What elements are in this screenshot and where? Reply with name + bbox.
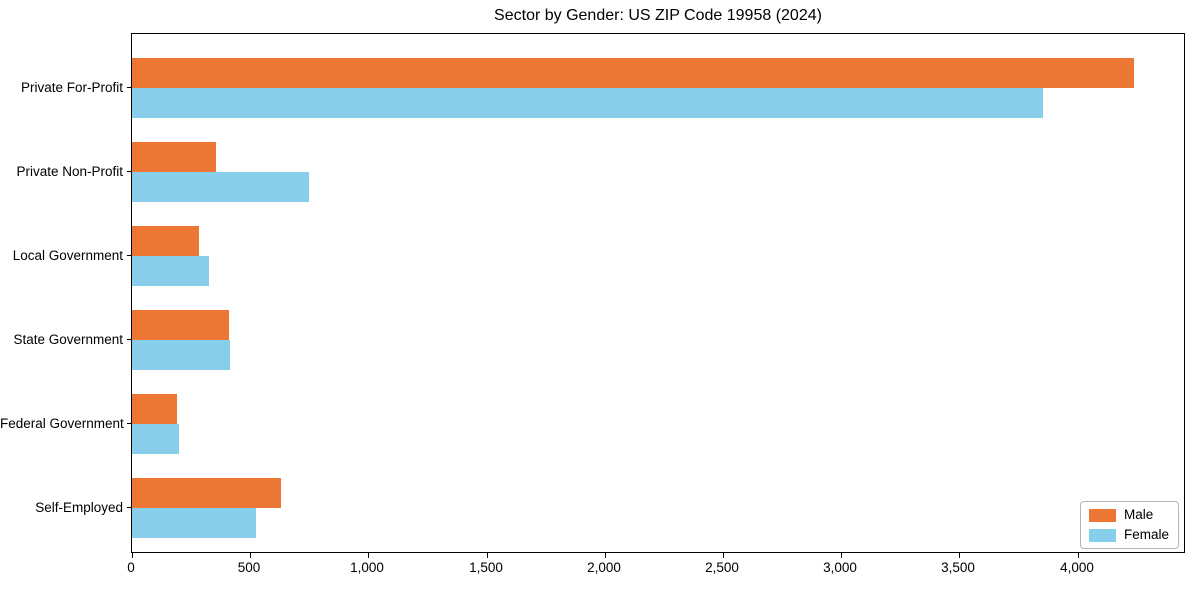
y-tick-mark bbox=[127, 339, 131, 340]
bar-female-2 bbox=[132, 256, 209, 286]
y-tick-mark bbox=[127, 255, 131, 256]
y-tick-label: Local Government bbox=[12, 248, 123, 263]
y-tick-mark bbox=[127, 171, 131, 172]
y-tick-label: Private For-Profit bbox=[20, 80, 123, 95]
x-tick-mark bbox=[723, 553, 724, 558]
x-tick-mark bbox=[605, 553, 606, 558]
x-tick-label: 3,000 bbox=[823, 560, 857, 575]
x-tick-label: 0 bbox=[127, 560, 135, 575]
legend-item-male: Male bbox=[1088, 507, 1169, 523]
bar-female-3 bbox=[132, 340, 230, 370]
plot-area: Male Female bbox=[131, 33, 1185, 558]
y-tick-mark bbox=[127, 423, 131, 424]
chart-title: Sector by Gender: US ZIP Code 19958 (202… bbox=[494, 7, 822, 24]
female-swatch bbox=[1088, 528, 1116, 542]
x-tick-mark bbox=[487, 553, 488, 558]
x-tick-mark bbox=[132, 553, 133, 558]
x-tick-label: 3,500 bbox=[941, 560, 975, 575]
male-swatch bbox=[1088, 508, 1116, 522]
x-tick-label: 1,500 bbox=[469, 560, 503, 575]
legend-label-male: Male bbox=[1123, 507, 1154, 522]
x-tick-mark bbox=[1078, 553, 1079, 558]
bar-female-0 bbox=[132, 88, 1043, 118]
bar-male-4 bbox=[132, 394, 177, 424]
y-tick-mark bbox=[127, 507, 131, 508]
bar-male-5 bbox=[132, 478, 281, 508]
bar-male-0 bbox=[132, 58, 1134, 88]
bar-male-1 bbox=[132, 142, 216, 172]
x-tick-mark bbox=[250, 553, 251, 558]
x-tick-label: 2,000 bbox=[587, 560, 621, 575]
x-tick-label: 4,000 bbox=[1060, 560, 1094, 575]
x-tick-label: 2,500 bbox=[705, 560, 739, 575]
legend: Male Female bbox=[1079, 501, 1179, 549]
legend-label-female: Female bbox=[1123, 527, 1169, 542]
x-tick-mark bbox=[959, 553, 960, 558]
bar-female-1 bbox=[132, 172, 309, 202]
legend-item-female: Female bbox=[1088, 527, 1169, 543]
y-tick-label: Self-Employed bbox=[35, 500, 123, 515]
x-tick-mark bbox=[368, 553, 369, 558]
x-tick-label: 1,000 bbox=[350, 560, 384, 575]
x-tick-label: 500 bbox=[237, 560, 261, 575]
bar-female-4 bbox=[132, 424, 179, 454]
bar-male-2 bbox=[132, 226, 199, 256]
bar-male-3 bbox=[132, 310, 229, 340]
x-tick-mark bbox=[841, 553, 842, 558]
y-tick-mark bbox=[127, 87, 131, 88]
bar-female-5 bbox=[132, 508, 256, 538]
y-tick-label: Private Non-Profit bbox=[16, 164, 123, 179]
y-tick-label: Federal Government bbox=[0, 416, 124, 431]
y-tick-label: State Government bbox=[13, 332, 123, 347]
